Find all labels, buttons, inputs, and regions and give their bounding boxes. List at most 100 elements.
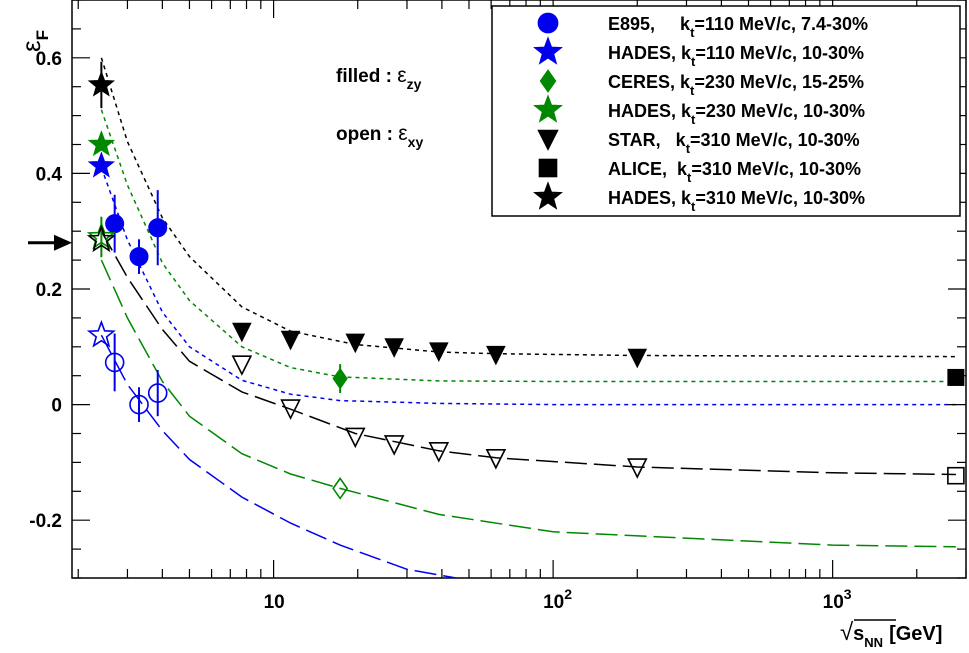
annotation-open: open : εxy bbox=[336, 122, 423, 150]
data-point-s5-open-5 bbox=[428, 442, 450, 463]
x-tick-label-3: 103 bbox=[823, 586, 852, 613]
legend-entry-value: =230 MeV/c, 10-30% bbox=[695, 101, 865, 121]
data-point-s5-filled-7 bbox=[627, 348, 648, 369]
x-tick-label-base: 10 bbox=[823, 592, 844, 613]
legend-marker-4 bbox=[533, 94, 563, 123]
legend-entry-7: HADES, kt=310 MeV/c, 10-30% bbox=[608, 188, 865, 214]
legend-entry-subscript: t bbox=[687, 170, 692, 185]
data-point-s4-filled-1 bbox=[87, 130, 116, 157]
legend-entry-value: =310 MeV/c, 10-30% bbox=[695, 188, 865, 208]
legend: E895, kt=110 MeV/c, 7.4-30%HADES, kt=110… bbox=[491, 5, 961, 217]
data-point-s5-open-3 bbox=[344, 427, 366, 449]
data-point-s2-filled-1 bbox=[87, 151, 116, 178]
data-point-s2-open-1 bbox=[86, 319, 116, 348]
data-point-s1-open-2 bbox=[129, 394, 149, 415]
x-tick-label-exponent: 2 bbox=[564, 586, 572, 602]
annotation-filled-sub: zy bbox=[407, 76, 422, 92]
annotation-open-label: open : bbox=[336, 124, 398, 145]
legend-entry-label: ALICE, k bbox=[608, 159, 688, 179]
legend-entry-label: E895, k bbox=[608, 14, 691, 34]
error-bars bbox=[100, 61, 342, 422]
x-axis-title-radical: √ bbox=[840, 619, 854, 646]
y-axis: -0.2 0 0.2 0.4 0.6 bbox=[29, 0, 966, 579]
data-point-s6-filled-1 bbox=[947, 368, 965, 386]
legend-marker-7 bbox=[533, 181, 563, 210]
annotation-open-sub: xy bbox=[408, 134, 424, 150]
x-axis-title-unit: [GeV] bbox=[889, 623, 942, 645]
data-point-s5-filled-1 bbox=[232, 322, 252, 343]
legend-entry-subscript: t bbox=[691, 199, 696, 214]
legend-entry-subscript: t bbox=[691, 112, 696, 127]
data-point-s1-open-1 bbox=[104, 352, 125, 373]
data-point-s5-open-7 bbox=[626, 458, 648, 479]
arrow-marker bbox=[28, 234, 72, 251]
fit-curve-3 bbox=[100, 167, 956, 406]
data-point-s5-filled-3 bbox=[345, 333, 366, 354]
data-point-s5-open-2 bbox=[280, 399, 301, 420]
legend-entry-6: ALICE, kt=310 MeV/c, 10-30% bbox=[608, 159, 861, 185]
legend-entry-3: CERES, kt=230 MeV/c, 15-25% bbox=[608, 72, 864, 98]
x-axis-title: √sNN [GeV] bbox=[840, 619, 942, 650]
fit-curve-4 bbox=[100, 230, 956, 476]
legend-entry-value: =310 MeV/c, 10-30% bbox=[691, 159, 861, 179]
data-point-s1-filled-2 bbox=[129, 247, 149, 267]
x-tick-label-base: 10 bbox=[543, 592, 564, 613]
annotation-filled-label: filled : bbox=[336, 66, 397, 87]
y-axis-title: εF bbox=[16, 30, 52, 52]
legend-entry-subscript: t bbox=[690, 83, 695, 98]
legend-marker-6 bbox=[538, 158, 558, 178]
data-point-s5-open-6 bbox=[485, 448, 507, 470]
legend-entry-2: HADES, kt=110 MeV/c, 10-30% bbox=[608, 43, 864, 69]
data-point-s1-open-3 bbox=[147, 383, 168, 403]
legend-marker-1 bbox=[537, 12, 559, 34]
data-point-s1-filled-3 bbox=[148, 218, 168, 238]
legend-entry-value: =110 MeV/c, 10-30% bbox=[695, 43, 864, 63]
legend-marker-2 bbox=[533, 36, 563, 65]
data-point-s1-filled-1 bbox=[105, 214, 125, 234]
legend-entry-5: STAR, kt=310 MeV/c, 10-30% bbox=[608, 130, 860, 156]
annotation-filled-symbol: ε bbox=[397, 64, 406, 87]
x-axis-title-sub: NN bbox=[864, 635, 883, 650]
data-point-s5-filled-5 bbox=[429, 342, 449, 362]
x-tick-label-1: 10 bbox=[264, 592, 285, 613]
x-tick-label-exponent: 3 bbox=[844, 586, 852, 602]
legend-marker-5 bbox=[537, 129, 559, 151]
data-point-s6-open-1 bbox=[947, 466, 965, 485]
y-tick-label-5: 0.6 bbox=[36, 49, 62, 70]
legend-entry-label: STAR, k bbox=[608, 130, 687, 150]
fit-curve-6 bbox=[100, 334, 457, 579]
y-tick-label-1: -0.2 bbox=[29, 511, 62, 532]
y-axis-title-sub: F bbox=[33, 30, 52, 40]
y-tick-label-2: 0 bbox=[51, 396, 62, 417]
x-axis: 10 102 103 bbox=[77, 0, 967, 613]
legend-entry-label: HADES, k bbox=[608, 101, 692, 121]
legend-entry-label: HADES, k bbox=[608, 188, 692, 208]
y-axis-title-main: ε bbox=[16, 40, 46, 52]
fit-curve-5 bbox=[100, 259, 956, 548]
legend-entry-subscript: t bbox=[686, 141, 691, 156]
annotation-open-symbol: ε bbox=[398, 122, 407, 145]
x-tick-label-base: 10 bbox=[264, 592, 285, 613]
data-point-s7-open-1 bbox=[86, 224, 116, 253]
legend-entry-subscript: t bbox=[690, 25, 695, 40]
data-point-s5-filled-2 bbox=[280, 330, 301, 351]
data-point-s4-open-1 bbox=[86, 221, 116, 250]
legend-entry-1: E895, kt=110 MeV/c, 7.4-30% bbox=[608, 14, 868, 40]
data-point-s3-open-1 bbox=[332, 477, 349, 500]
data-point-s7-filled-1 bbox=[87, 70, 116, 97]
x-axis-title-main: s bbox=[853, 623, 864, 645]
legend-entry-4: HADES, kt=230 MeV/c, 10-30% bbox=[608, 101, 865, 127]
data-point-s5-filled-4 bbox=[384, 338, 404, 358]
legend-entry-label: HADES, k bbox=[608, 43, 692, 63]
legend-box bbox=[491, 5, 961, 217]
annotation-filled: filled : εzy bbox=[336, 64, 422, 92]
x-tick-label-2: 102 bbox=[543, 586, 572, 613]
data-points bbox=[86, 70, 965, 500]
y-tick-label-4: 0.4 bbox=[36, 164, 63, 185]
legend-entry-label: CERES, k bbox=[608, 72, 691, 92]
legend-entry-value: =310 MeV/c, 10-30% bbox=[690, 130, 860, 150]
fit-curve-2 bbox=[100, 109, 956, 383]
legend-entry-value: =110 MeV/c, 7.4-30% bbox=[694, 14, 868, 34]
data-point-s5-open-4 bbox=[383, 435, 405, 456]
